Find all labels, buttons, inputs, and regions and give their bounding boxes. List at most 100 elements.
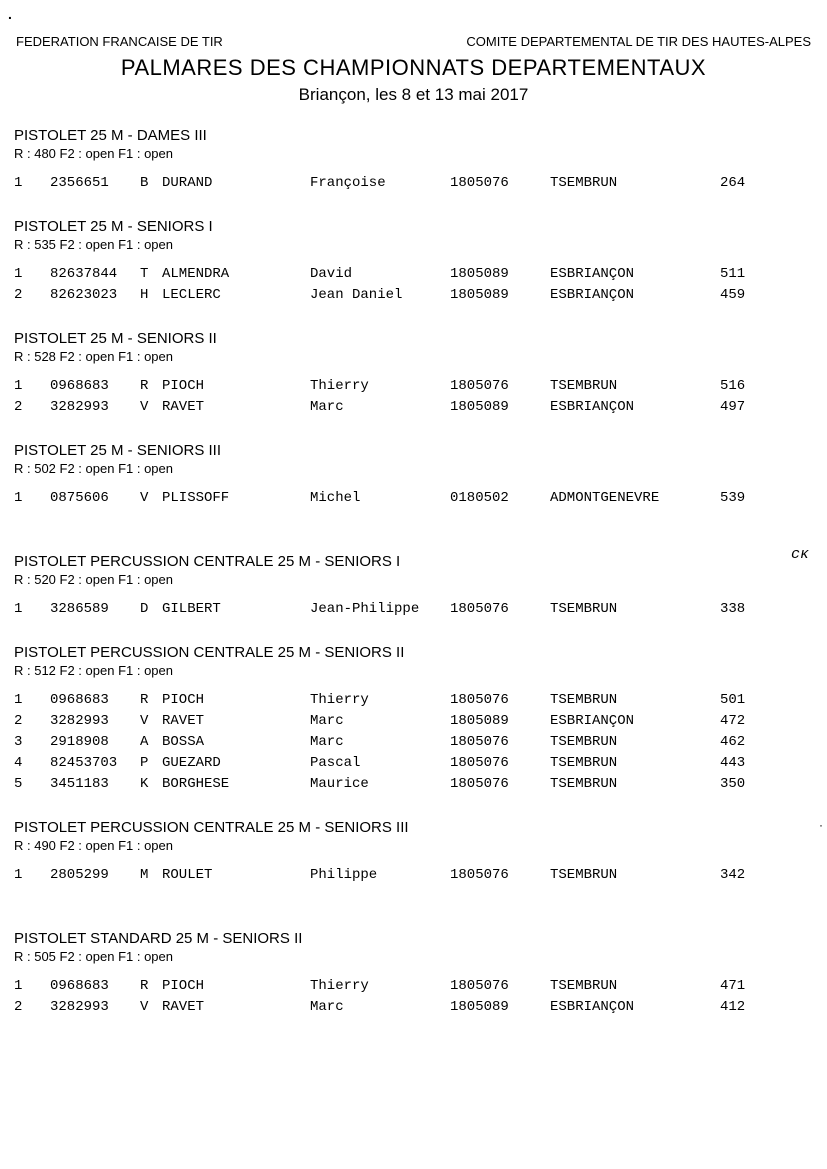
section-title: PISTOLET PERCUSSION CENTRALE 25 M - SENI… xyxy=(14,553,813,570)
cell-lic: 3282993 xyxy=(50,711,140,732)
cell-rank: 1 xyxy=(14,690,50,711)
cell-lic: 3282993 xyxy=(50,397,140,418)
section-subtitle: R : 512 F2 : open F1 : open xyxy=(14,663,813,678)
cell-first: Thierry xyxy=(310,976,450,997)
cell-i: H xyxy=(140,285,162,306)
cell-code: 1805076 xyxy=(450,173,550,194)
cell-last: BOSSA xyxy=(162,732,310,753)
cell-rank: 4 xyxy=(14,753,50,774)
cell-score: 412 xyxy=(720,997,780,1018)
table-row: 10968683RPIOCHThierry1805076TSEMBRUN516 xyxy=(14,376,813,397)
cell-code: 1805076 xyxy=(450,732,550,753)
cell-first: Jean Daniel xyxy=(310,285,450,306)
cell-first: Maurice xyxy=(310,774,450,795)
section: PISTOLET PERCUSSION CENTRALE 25 M - SENI… xyxy=(14,644,813,795)
cell-lic: 3286589 xyxy=(50,599,140,620)
table-row: 182637844TALMENDRADavid1805089ESBRIANÇON… xyxy=(14,264,813,285)
cell-first: Marc xyxy=(310,711,450,732)
cell-code: 1805076 xyxy=(450,976,550,997)
header-row: FEDERATION FRANCAISE DE TIR COMITE DEPAR… xyxy=(14,34,813,49)
section: PISTOLET PERCUSSION CENTRALE 25 M - SENI… xyxy=(14,819,813,886)
cell-first: Pascal xyxy=(310,753,450,774)
cell-i: V xyxy=(140,397,162,418)
cell-club: TSEMBRUN xyxy=(550,173,720,194)
cell-code: 1805076 xyxy=(450,376,550,397)
cell-i: T xyxy=(140,264,162,285)
table-row: 10968683RPIOCHThierry1805076TSEMBRUN501 xyxy=(14,690,813,711)
cell-score: 472 xyxy=(720,711,780,732)
cell-first: Thierry xyxy=(310,690,450,711)
cell-rank: 1 xyxy=(14,599,50,620)
cell-first: Michel xyxy=(310,488,450,509)
cell-rank: 1 xyxy=(14,488,50,509)
cell-rank: 5 xyxy=(14,774,50,795)
section-subtitle: R : 480 F2 : open F1 : open xyxy=(14,146,813,161)
cell-first: Françoise xyxy=(310,173,450,194)
section: PISTOLET 25 M - SENIORS IIR : 528 F2 : o… xyxy=(14,330,813,418)
margin-tick: · xyxy=(819,818,823,832)
cell-score: 264 xyxy=(720,173,780,194)
cell-last: BORGHESE xyxy=(162,774,310,795)
cell-i: A xyxy=(140,732,162,753)
section-subtitle: R : 528 F2 : open F1 : open xyxy=(14,349,813,364)
cell-score: 516 xyxy=(720,376,780,397)
cell-club: TSEMBRUN xyxy=(550,376,720,397)
cell-code: 1805076 xyxy=(450,774,550,795)
table-row: 23282993VRAVETMarc1805089ESBRIANÇON412 xyxy=(14,997,813,1018)
table-row: 23282993VRAVETMarc1805089ESBRIANÇON472 xyxy=(14,711,813,732)
cell-lic: 2356651 xyxy=(50,173,140,194)
cell-code: 1805089 xyxy=(450,997,550,1018)
table-row: 12356651BDURANDFrançoise1805076TSEMBRUN2… xyxy=(14,173,813,194)
header-right: COMITE DEPARTEMENTAL DE TIR DES HAUTES-A… xyxy=(466,34,811,49)
cell-i: V xyxy=(140,711,162,732)
cell-lic: 0968683 xyxy=(50,376,140,397)
section: PISTOLET 25 M - SENIORS III R : 502 F2 : … xyxy=(14,442,813,509)
cell-rank: 2 xyxy=(14,711,50,732)
cell-last: PIOCH xyxy=(162,976,310,997)
cell-first: Marc xyxy=(310,397,450,418)
cell-club: TSEMBRUN xyxy=(550,732,720,753)
margin-scribble: ᴄᴋ xyxy=(791,546,809,563)
cell-club: TSEMBRUN xyxy=(550,865,720,886)
cell-i: M xyxy=(140,865,162,886)
cell-club: TSEMBRUN xyxy=(550,774,720,795)
section-title: PISTOLET PERCUSSION CENTRALE 25 M - SENI… xyxy=(14,644,813,661)
cell-lic: 3451183 xyxy=(50,774,140,795)
cell-first: Marc xyxy=(310,732,450,753)
cell-code: 1805076 xyxy=(450,690,550,711)
section-subtitle: R : 490 F2 : open F1 : open xyxy=(14,838,813,853)
cell-code: 1805089 xyxy=(450,285,550,306)
section: PISTOLET STANDARD 25 M - SENIORS IIR : 5… xyxy=(14,930,813,1018)
cell-last: DURAND xyxy=(162,173,310,194)
table-row: 482453703PGUEZARDPascal1805076TSEMBRUN44… xyxy=(14,753,813,774)
section-subtitle: R : 502 F2 : open F1 : open xyxy=(14,461,813,476)
section-title: PISTOLET 25 M - SENIORS III xyxy=(14,442,813,459)
cell-rank: 2 xyxy=(14,285,50,306)
cell-club: TSEMBRUN xyxy=(550,599,720,620)
cell-first: Thierry xyxy=(310,376,450,397)
section: PISTOLET 25 M - DAMES IIIR : 480 F2 : op… xyxy=(14,127,813,194)
cell-club: ADMONTGENEVRE xyxy=(550,488,720,509)
cell-score: 459 xyxy=(720,285,780,306)
cell-code: 1805076 xyxy=(450,865,550,886)
cell-score: 501 xyxy=(720,690,780,711)
sections-container: PISTOLET 25 M - DAMES IIIR : 480 F2 : op… xyxy=(14,127,813,1018)
cell-last: ALMENDRA xyxy=(162,264,310,285)
cell-lic: 82637844 xyxy=(50,264,140,285)
section-subtitle: R : 520 F2 : open F1 : open xyxy=(14,572,813,587)
cell-i: K xyxy=(140,774,162,795)
cell-i: V xyxy=(140,488,162,509)
cell-score: 539 xyxy=(720,488,780,509)
cell-lic: 82453703 xyxy=(50,753,140,774)
cell-last: GUEZARD xyxy=(162,753,310,774)
cell-lic: 3282993 xyxy=(50,997,140,1018)
cell-score: 511 xyxy=(720,264,780,285)
cell-rank: 2 xyxy=(14,397,50,418)
cell-code: 1805076 xyxy=(450,599,550,620)
cell-lic: 82623023 xyxy=(50,285,140,306)
cell-i: B xyxy=(140,173,162,194)
cell-lic: 2805299 xyxy=(50,865,140,886)
cell-score: 497 xyxy=(720,397,780,418)
cell-lic: 0968683 xyxy=(50,976,140,997)
page-artifact-dot: . xyxy=(8,6,12,22)
